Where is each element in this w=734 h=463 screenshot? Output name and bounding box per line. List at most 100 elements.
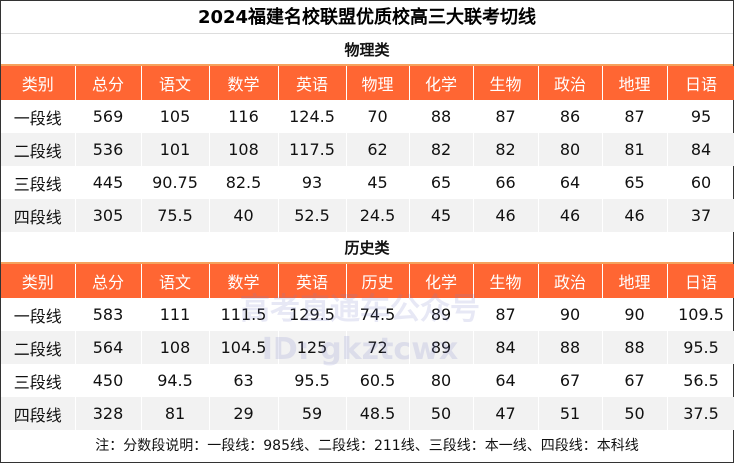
- score-cell: 24.5: [346, 199, 410, 232]
- score-cell: 80: [409, 364, 474, 397]
- score-cell: 45: [346, 166, 410, 199]
- score-cell: 108: [209, 133, 279, 166]
- score-cell: 109.5: [667, 298, 734, 331]
- score-cell: 60: [667, 166, 734, 199]
- score-cell: 63: [209, 364, 279, 397]
- column-header: 政治: [538, 66, 603, 100]
- score-cell: 450: [75, 364, 142, 397]
- score-cell: 111: [141, 298, 210, 331]
- row-label: 二段线: [1, 331, 76, 364]
- score-cell: 82: [473, 133, 539, 166]
- score-cell: 117.5: [278, 133, 347, 166]
- score-cell: 104.5: [209, 331, 279, 364]
- row-label: 四段线: [1, 199, 76, 232]
- score-cell: 46: [538, 199, 603, 232]
- table-row: 四段线 305 75.5 40 52.5 24.5 45 46 46 46 37: [1, 199, 734, 232]
- score-cell: 88: [538, 331, 603, 364]
- page-title: 2024福建名校联盟优质校高三大联考切线: [1, 1, 733, 34]
- score-cell: 37: [667, 199, 734, 232]
- score-cell: 62: [346, 133, 410, 166]
- column-header: 英语: [278, 264, 347, 298]
- score-cell: 95.5: [667, 331, 734, 364]
- score-cell: 84: [667, 133, 734, 166]
- column-header: 地理: [602, 264, 668, 298]
- column-header: 地理: [602, 66, 668, 100]
- column-header: 物理: [346, 66, 410, 100]
- score-cell: 125: [278, 331, 347, 364]
- score-cell: 93: [278, 166, 347, 199]
- table-row: 三段线 450 94.5 63 95.5 60.5 80 64 67 67 56.5: [1, 364, 734, 397]
- score-cell: 48.5: [346, 397, 410, 430]
- score-cell: 59: [278, 397, 347, 430]
- column-header: 生物: [473, 264, 539, 298]
- score-cell: 64: [538, 166, 603, 199]
- table-row: 一段线 583 111 111.5 129.5 74.5 89 87 90 90 109.5: [1, 298, 734, 331]
- history-table: 类别 总分 语文 数学 英语 历史 化学 生物 政治 地理 日语 一段线 583 111 111.5 129.…: [1, 264, 734, 430]
- column-header: 类别: [1, 66, 76, 100]
- score-cell: 101: [141, 133, 210, 166]
- header-row: 类别 总分 语文 数学 英语 历史 化学 生物 政治 地理 日语: [1, 264, 734, 298]
- score-cell: 67: [538, 364, 603, 397]
- score-cell: 124.5: [278, 100, 347, 133]
- score-cell: 46: [602, 199, 668, 232]
- score-cell: 536: [75, 133, 142, 166]
- score-cell: 51: [538, 397, 603, 430]
- score-cell: 74.5: [346, 298, 410, 331]
- score-cell: 305: [75, 199, 142, 232]
- score-cell: 64: [473, 364, 539, 397]
- score-cell: 84: [473, 331, 539, 364]
- score-cell: 88: [409, 100, 474, 133]
- column-header: 化学: [409, 264, 474, 298]
- score-cell: 50: [409, 397, 474, 430]
- table-row: 二段线 536 101 108 117.5 62 82 82 80 81 84: [1, 133, 734, 166]
- score-cell: 95.5: [278, 364, 347, 397]
- table-row: 一段线 569 105 116 124.5 70 88 87 86 87 95: [1, 100, 734, 133]
- score-cell: 81: [141, 397, 210, 430]
- score-cell: 86: [538, 100, 603, 133]
- score-cell: 87: [602, 100, 668, 133]
- column-header: 类别: [1, 264, 76, 298]
- score-cell: 75.5: [141, 199, 210, 232]
- section-history-title: 历史类: [1, 232, 733, 264]
- row-label: 一段线: [1, 298, 76, 331]
- score-cell: 111.5: [209, 298, 279, 331]
- header-row: 类别 总分 语文 数学 英语 物理 化学 生物 政治 地理 日语: [1, 66, 734, 100]
- score-cell: 87: [473, 298, 539, 331]
- score-cell: 82: [409, 133, 474, 166]
- score-cell: 90.75: [141, 166, 210, 199]
- score-cell: 88: [602, 331, 668, 364]
- column-header: 总分: [75, 66, 142, 100]
- score-cell: 90: [602, 298, 668, 331]
- score-cell: 81: [602, 133, 668, 166]
- column-header: 历史: [346, 264, 410, 298]
- score-cell: 89: [409, 331, 474, 364]
- row-label: 三段线: [1, 364, 76, 397]
- score-cell: 52.5: [278, 199, 347, 232]
- score-cell: 56.5: [667, 364, 734, 397]
- score-cell: 80: [538, 133, 603, 166]
- score-cell: 569: [75, 100, 142, 133]
- row-label: 四段线: [1, 397, 76, 430]
- score-cell: 116: [209, 100, 279, 133]
- score-cell: 90: [538, 298, 603, 331]
- column-header: 生物: [473, 66, 539, 100]
- column-header: 化学: [409, 66, 474, 100]
- section-physics-title: 物理类: [1, 34, 733, 66]
- score-cell: 105: [141, 100, 210, 133]
- score-cell: 66: [473, 166, 539, 199]
- score-cell: 87: [473, 100, 539, 133]
- score-cell: 65: [409, 166, 474, 199]
- column-header: 总分: [75, 264, 142, 298]
- score-cell: 89: [409, 298, 474, 331]
- score-cell: 29: [209, 397, 279, 430]
- column-header: 语文: [141, 264, 210, 298]
- score-cell: 47: [473, 397, 539, 430]
- column-header: 数学: [209, 264, 279, 298]
- column-header: 英语: [278, 66, 347, 100]
- column-header: 日语: [667, 66, 734, 100]
- score-cell: 94.5: [141, 364, 210, 397]
- score-cell: 328: [75, 397, 142, 430]
- score-cell: 95: [667, 100, 734, 133]
- score-cell: 70: [346, 100, 410, 133]
